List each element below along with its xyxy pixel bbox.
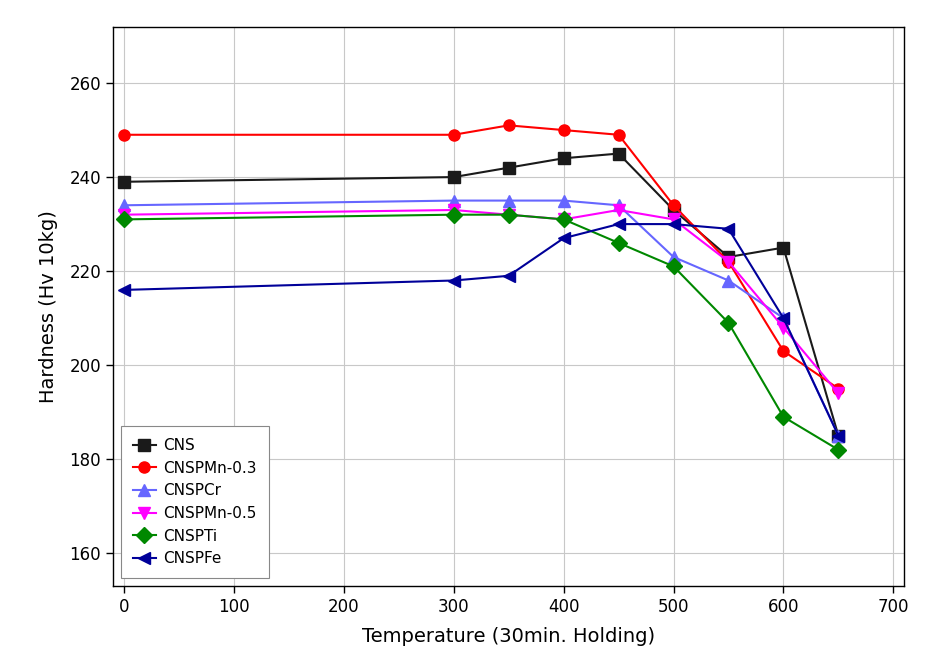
CNSPMn-0.5 (503, 210, 514, 218)
CNS (778, 244, 789, 252)
CNSPMn-0.5 (119, 210, 130, 218)
CNS (833, 432, 844, 440)
CNSPTi (558, 215, 569, 223)
Line: CNSPCr: CNSPCr (119, 195, 844, 441)
CNSPTi (503, 210, 514, 218)
CNSPTi (778, 413, 789, 421)
Line: CNSPMn-0.5: CNSPMn-0.5 (119, 204, 844, 399)
Line: CNS: CNS (119, 148, 844, 441)
CNS (503, 164, 514, 172)
CNSPMn-0.5 (778, 324, 789, 332)
CNSPCr (833, 432, 844, 440)
CNSPCr (723, 276, 734, 284)
Legend: CNS, CNSPMn-0.3, CNSPCr, CNSPMn-0.5, CNSPTi, CNSPFe: CNS, CNSPMn-0.3, CNSPCr, CNSPMn-0.5, CNS… (121, 426, 269, 579)
Line: CNSPFe: CNSPFe (119, 218, 844, 441)
CNSPCr (119, 201, 130, 209)
CNSPFe (668, 220, 679, 228)
CNSPCr (558, 196, 569, 204)
CNSPMn-0.5 (558, 215, 569, 223)
CNSPFe (723, 225, 734, 233)
CNSPFe (119, 286, 130, 294)
CNSPTi (723, 319, 734, 327)
CNSPMn-0.3 (503, 121, 514, 129)
CNS (668, 206, 679, 214)
CNS (613, 150, 625, 158)
CNSPTi (448, 210, 460, 218)
CNSPCr (778, 314, 789, 322)
CNSPCr (668, 253, 679, 261)
Line: CNSPTi: CNSPTi (119, 209, 844, 456)
CNSPMn-0.5 (613, 206, 625, 214)
CNSPMn-0.3 (613, 131, 625, 139)
CNSPMn-0.5 (448, 206, 460, 214)
CNS (558, 155, 569, 163)
CNS (448, 173, 460, 181)
CNS (723, 253, 734, 261)
CNSPCr (613, 201, 625, 209)
CNSPTi (613, 239, 625, 247)
CNSPMn-0.5 (668, 215, 679, 223)
CNSPMn-0.5 (723, 258, 734, 266)
CNSPCr (503, 196, 514, 204)
CNSPMn-0.3 (778, 347, 789, 355)
CNSPMn-0.5 (833, 390, 844, 398)
CNSPMn-0.3 (448, 131, 460, 139)
CNSPTi (668, 262, 679, 270)
CNSPMn-0.3 (558, 126, 569, 134)
CNSPMn-0.3 (833, 385, 844, 393)
CNSPFe (778, 314, 789, 322)
CNSPFe (558, 234, 569, 242)
CNSPFe (503, 272, 514, 280)
CNSPFe (448, 276, 460, 284)
Line: CNSPMn-0.3: CNSPMn-0.3 (119, 120, 844, 394)
CNSPFe (833, 432, 844, 440)
CNSPCr (448, 196, 460, 204)
CNSPTi (119, 215, 130, 223)
CNSPMn-0.3 (668, 201, 679, 209)
X-axis label: Temperature (30min. Holding): Temperature (30min. Holding) (362, 627, 656, 646)
CNSPMn-0.3 (119, 131, 130, 139)
CNSPFe (613, 220, 625, 228)
CNSPMn-0.3 (723, 258, 734, 266)
CNS (119, 178, 130, 186)
Y-axis label: Hardness (Hv 10kg): Hardness (Hv 10kg) (40, 210, 58, 403)
CNSPTi (833, 446, 844, 454)
